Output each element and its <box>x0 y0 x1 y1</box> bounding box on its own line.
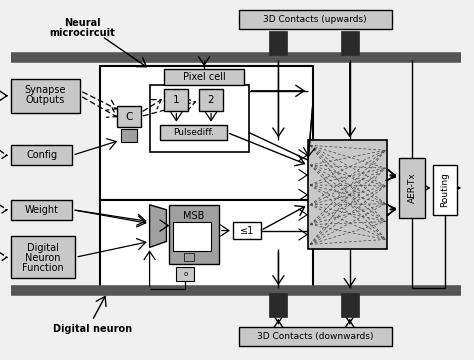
Text: Function: Function <box>22 263 64 273</box>
Bar <box>100 66 313 200</box>
Text: 2: 2 <box>208 95 214 105</box>
Text: AER-Tx: AER-Tx <box>408 172 417 203</box>
Bar <box>11 200 73 220</box>
Text: ≤1: ≤1 <box>239 225 254 235</box>
Bar <box>341 31 359 55</box>
Bar <box>341 293 359 317</box>
Bar <box>399 158 425 218</box>
Text: Digital neuron: Digital neuron <box>53 324 132 334</box>
Bar <box>184 253 194 261</box>
Bar <box>117 106 141 127</box>
Text: Pulsediff.: Pulsediff. <box>173 128 214 137</box>
Bar <box>270 293 287 317</box>
Text: 3D Contacts (upwards): 3D Contacts (upwards) <box>263 15 367 24</box>
Bar <box>100 200 313 289</box>
Bar <box>164 89 188 111</box>
Bar <box>169 205 219 264</box>
Text: microcircuit: microcircuit <box>49 28 115 39</box>
Bar <box>11 79 80 113</box>
Text: Outputs: Outputs <box>26 95 65 105</box>
Bar <box>121 130 137 142</box>
Text: Pixel cell: Pixel cell <box>182 72 226 82</box>
Bar <box>433 165 457 215</box>
Text: Neuron: Neuron <box>25 253 60 263</box>
Text: 3D Contacts (downwards): 3D Contacts (downwards) <box>257 332 374 341</box>
Bar <box>308 140 387 249</box>
Bar <box>176 267 194 281</box>
Bar <box>11 237 75 278</box>
Bar <box>270 31 287 55</box>
Text: Config: Config <box>26 150 57 160</box>
Bar <box>233 222 261 239</box>
Text: Weight: Weight <box>25 205 59 215</box>
Text: MSB: MSB <box>183 211 205 221</box>
Text: Synapse: Synapse <box>25 85 66 95</box>
Text: Neural: Neural <box>64 18 100 28</box>
Text: Digital: Digital <box>27 243 58 253</box>
Bar <box>239 10 392 30</box>
Text: 1: 1 <box>173 95 180 105</box>
Bar <box>160 125 227 140</box>
Bar <box>164 69 244 85</box>
Bar <box>150 85 249 152</box>
Polygon shape <box>150 205 166 247</box>
Text: o: o <box>183 271 187 277</box>
Bar <box>239 327 392 346</box>
Bar <box>173 222 211 251</box>
Text: Routing: Routing <box>440 172 449 207</box>
Bar <box>199 89 223 111</box>
Text: C: C <box>125 112 132 122</box>
Bar <box>11 145 73 165</box>
